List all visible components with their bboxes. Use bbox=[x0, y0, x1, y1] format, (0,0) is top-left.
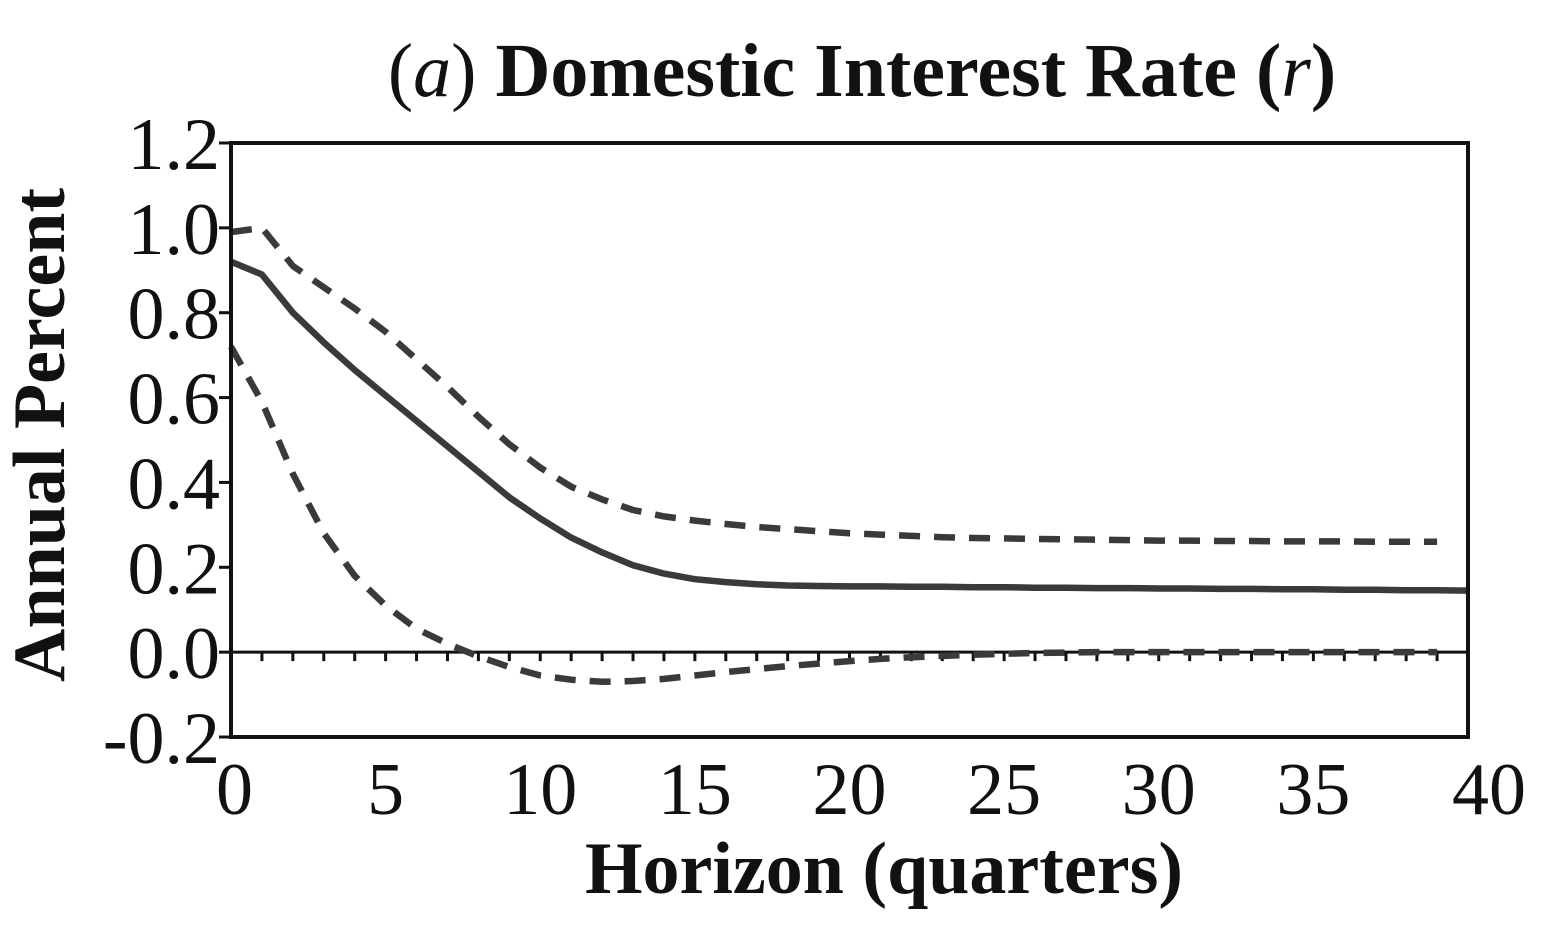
y-tick-label: 1.0 bbox=[128, 189, 221, 271]
x-tick-label: 5 bbox=[367, 749, 404, 831]
series-line-upper-band bbox=[230, 224, 1438, 546]
plot-area bbox=[228, 224, 1469, 686]
series-line-median bbox=[229, 258, 1469, 594]
x-tick-label: 25 bbox=[967, 749, 1041, 831]
title-main: Domestic Interest Rate bbox=[476, 29, 1255, 113]
tick-labels: -0.20.00.20.40.60.81.01.2 0 5 10 15 20 25 30 35 4… bbox=[103, 104, 1526, 831]
title-paren-open: ( bbox=[388, 29, 413, 113]
y-tick-label: 0.4 bbox=[128, 443, 221, 525]
title-variable: r bbox=[1281, 29, 1311, 113]
series-line-lower-band bbox=[228, 345, 1438, 686]
title-paren-close: ) bbox=[451, 29, 476, 113]
axes bbox=[219, 141, 1470, 739]
y-tick-label: 0.0 bbox=[128, 613, 221, 695]
x-axis-label: Horizon (quarters) bbox=[585, 828, 1183, 910]
y-tick-label: 0.6 bbox=[128, 359, 221, 441]
x-tick-label: 10 bbox=[503, 749, 577, 831]
title-var-open: ( bbox=[1256, 29, 1281, 113]
y-axis-label: Annual Percent bbox=[0, 188, 81, 682]
x-tick-label: 40 bbox=[1452, 749, 1526, 831]
y-tick-label: 1.2 bbox=[128, 104, 221, 186]
chart-title: (a) Domestic Interest Rate (r) bbox=[388, 29, 1336, 113]
y-tick-label: 0.8 bbox=[128, 274, 221, 356]
x-tick-label: 35 bbox=[1276, 749, 1350, 831]
plot-frame bbox=[229, 141, 1470, 739]
title-var-close: ) bbox=[1311, 29, 1336, 113]
x-tick-label: 0 bbox=[216, 749, 253, 831]
title-panel-letter: a bbox=[413, 29, 451, 113]
x-tick-label: 15 bbox=[658, 749, 732, 831]
x-tick-label: 30 bbox=[1122, 749, 1196, 831]
y-tick-label: 0.2 bbox=[128, 528, 221, 610]
y-tick-label: -0.2 bbox=[103, 698, 220, 780]
x-tick-label: 20 bbox=[813, 749, 887, 831]
